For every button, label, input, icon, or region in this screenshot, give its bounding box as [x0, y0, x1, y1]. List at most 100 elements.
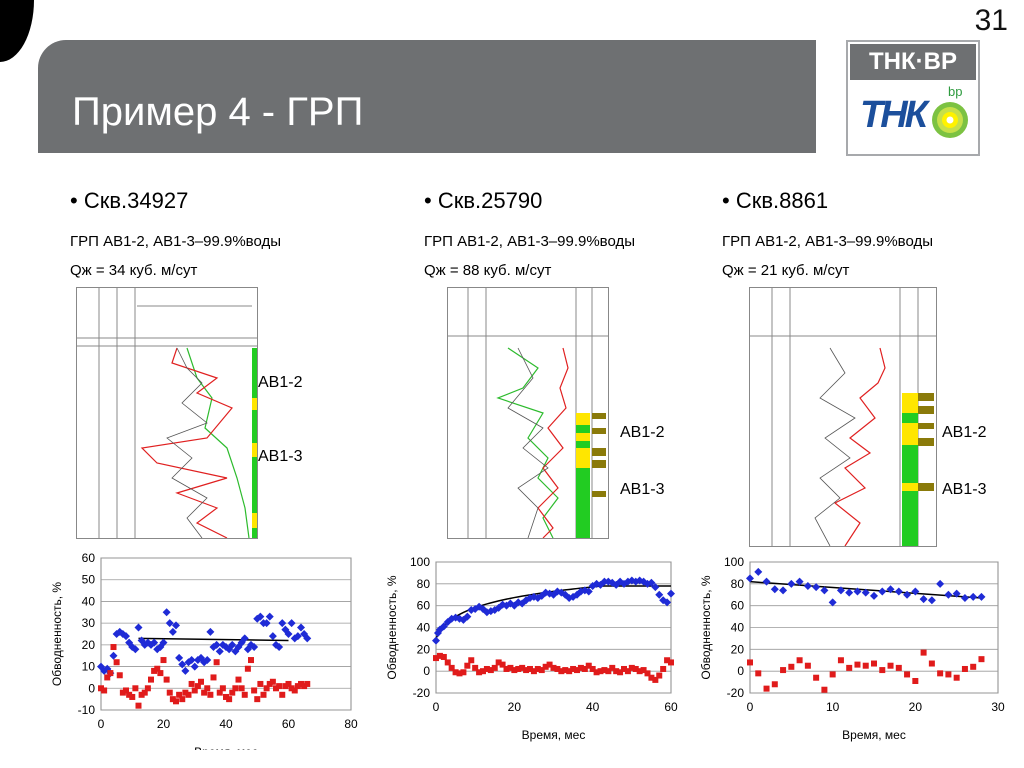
data-point-diamond	[969, 592, 978, 601]
data-point-square	[101, 687, 108, 694]
data-point-square	[632, 665, 639, 672]
data-point-diamond	[576, 587, 585, 596]
data-point-diamond	[754, 567, 763, 576]
y-tick-label: 30	[82, 616, 96, 630]
data-point-square	[515, 665, 522, 672]
data-point-diamond	[746, 574, 754, 583]
data-point-diamond	[506, 599, 515, 608]
data-point-diamond	[828, 598, 837, 607]
well-frac-2: ГРП АВ1-2, АВ1-3–99.9%воды	[424, 233, 636, 250]
data-point-diamond	[584, 587, 593, 596]
data-point-square	[589, 665, 596, 672]
data-point-square	[129, 693, 136, 700]
y-tick-label: -20	[413, 686, 431, 700]
y-tick-label: 60	[417, 599, 431, 613]
data-point-diamond	[187, 656, 196, 665]
y-tick-label: 0	[423, 664, 430, 678]
data-point-diamond	[281, 625, 290, 634]
data-point-square	[288, 685, 295, 692]
data-point-square	[148, 676, 154, 683]
data-point-square	[487, 667, 494, 674]
data-point-square	[201, 689, 208, 696]
logo-bp-text: bp	[948, 84, 963, 99]
data-point-diamond	[125, 638, 134, 647]
data-point-square	[771, 681, 778, 688]
data-point-square	[920, 649, 927, 656]
data-point-diamond	[159, 638, 168, 647]
data-point-diamond	[284, 630, 293, 638]
data-point-square	[166, 689, 173, 696]
data-point-square	[585, 662, 592, 669]
x-tick-label: 40	[586, 700, 600, 714]
data-point-diamond	[639, 577, 648, 586]
data-point-diamond	[162, 608, 171, 617]
data-point-square	[538, 667, 545, 674]
data-point-square	[223, 693, 229, 700]
data-point-diamond	[812, 583, 821, 592]
x-tick-label: 20	[909, 700, 923, 714]
data-point-square	[621, 665, 627, 672]
data-point-diamond	[109, 651, 118, 660]
y-tick-label: -20	[727, 686, 745, 700]
data-point-square	[879, 667, 886, 674]
data-point-diamond	[190, 662, 199, 671]
x-tick-label: 0	[433, 700, 440, 714]
x-axis-label: Время, мес	[194, 745, 258, 750]
logo-tnk-mark: ТНК	[860, 94, 928, 136]
data-point-diamond	[853, 587, 862, 596]
data-point-square	[154, 665, 161, 672]
data-point-diamond	[178, 660, 187, 669]
data-point-square	[104, 674, 111, 681]
data-point-square	[464, 662, 471, 669]
data-point-diamond	[960, 594, 969, 603]
data-point-diamond	[667, 589, 675, 598]
data-point-square	[491, 664, 498, 671]
data-point-square	[519, 664, 526, 671]
data-point-diamond	[820, 586, 829, 595]
data-point-square	[207, 691, 214, 698]
data-point-diamond	[256, 612, 265, 621]
data-point-diamond	[886, 585, 895, 594]
data-point-square	[282, 683, 289, 690]
data-point-square	[219, 685, 226, 692]
y-tick-label: 20	[417, 642, 431, 656]
data-point-diamond	[936, 579, 945, 588]
data-point-square	[609, 664, 616, 671]
x-tick-label: 20	[508, 700, 522, 714]
data-point-square	[978, 656, 985, 663]
data-point-square	[601, 667, 608, 674]
y-axis-label: Обводненность, %	[699, 575, 713, 680]
data-point-square	[304, 680, 311, 687]
chart-svg-1: -100102030405060020406080Время, месОбвод…	[50, 551, 358, 759]
zone-label-lower-3: АВ1-3	[942, 481, 987, 498]
data-point-square	[862, 662, 869, 669]
well-log-panel-2	[447, 287, 609, 539]
data-point-square	[263, 685, 270, 692]
data-point-square	[570, 665, 577, 672]
well-heading-3: • Скв.8861	[722, 188, 829, 213]
data-point-diamond	[952, 589, 961, 598]
data-point-square	[511, 667, 518, 674]
data-point-diamond	[580, 586, 589, 595]
data-point-square	[191, 687, 198, 694]
well-rate-1: Qж = 34 куб. м/сут	[70, 262, 198, 279]
data-point-square	[238, 685, 245, 692]
data-point-square	[617, 669, 624, 676]
data-point-diamond	[845, 588, 854, 597]
data-point-square	[260, 691, 267, 698]
y-tick-label: 20	[82, 638, 96, 652]
data-point-square	[119, 689, 126, 696]
data-point-diamond	[253, 614, 262, 623]
y-tick-label: 50	[82, 573, 96, 587]
zone-label-upper-1: АВ1-2	[258, 374, 303, 391]
company-logo: ТНК·ВР ТНК bp	[846, 40, 980, 156]
x-tick-label: 10	[826, 700, 840, 714]
data-point-diamond	[172, 621, 180, 630]
data-point-diamond	[134, 623, 143, 632]
data-point-square	[652, 676, 659, 683]
data-point-square	[503, 665, 510, 672]
data-point-square	[895, 664, 902, 671]
data-point-diamond	[303, 634, 312, 643]
data-point-square	[216, 689, 223, 696]
data-point-diamond	[234, 643, 243, 652]
